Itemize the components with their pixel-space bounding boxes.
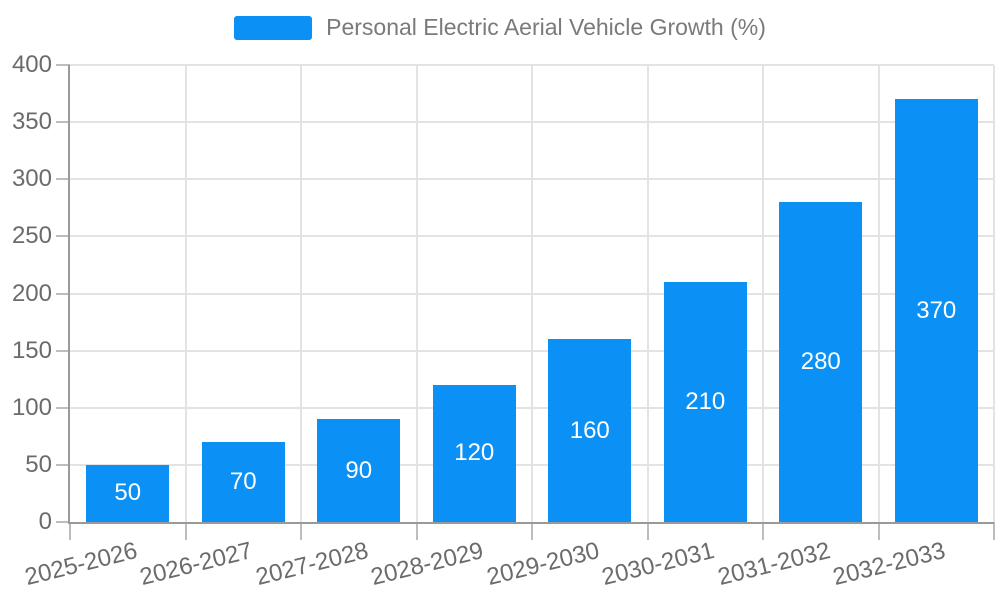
y-axis-tick (56, 406, 70, 409)
bar-value-label: 280 (800, 348, 841, 376)
x-axis-tick (184, 522, 187, 540)
y-axis-label: 150 (11, 336, 52, 364)
y-axis-label: 200 (11, 279, 52, 307)
legend-label: Personal Electric Aerial Vehicle Growth … (326, 14, 766, 40)
bar-2027-2028[interactable]: 90 (317, 419, 401, 522)
y-axis-label: 400 (11, 51, 52, 78)
grid-line-vertical (184, 65, 187, 522)
grid-line-vertical (531, 65, 533, 522)
y-axis-tick (56, 235, 70, 238)
x-axis-tick (415, 522, 418, 540)
y-axis-label: 100 (11, 393, 52, 421)
bar-value-label: 50 (114, 479, 142, 507)
x-axis-tick (762, 522, 764, 540)
x-axis-label: 2031-2032 (715, 537, 834, 591)
bar-value-label: 70 (229, 468, 257, 495)
y-axis-tick (56, 64, 70, 66)
bar-2025-2026[interactable]: 50 (86, 464, 170, 522)
bar-2028-2029[interactable]: 120 (432, 384, 516, 522)
x-axis-label: 2027-2028 (253, 537, 372, 591)
bar-2031-2032[interactable]: 280 (779, 202, 863, 522)
x-axis-label: 2032-2033 (830, 537, 949, 591)
legend-swatch-icon (234, 15, 313, 40)
x-axis-label: 2028-2029 (368, 537, 487, 591)
bar-value-label: 160 (569, 416, 610, 444)
x-axis-tick (993, 522, 995, 540)
x-axis-line (68, 522, 994, 524)
x-axis-label: 2026-2027 (137, 537, 256, 591)
bar-value-label: 370 (916, 296, 957, 324)
y-axis-tick (56, 121, 70, 124)
y-axis-line (68, 65, 70, 524)
grid-line-vertical (415, 65, 418, 522)
y-axis-label: 250 (11, 222, 52, 250)
bar-2026-2027[interactable]: 70 (201, 442, 285, 522)
y-axis-tick (56, 178, 70, 181)
y-axis-tick (56, 463, 70, 466)
bar-2032-2033[interactable]: 370 (894, 99, 978, 522)
y-axis-tick (56, 521, 70, 523)
y-axis-label: 50 (25, 450, 52, 478)
x-axis-tick (69, 522, 71, 540)
x-axis-tick (646, 522, 649, 540)
y-axis-tick (56, 349, 70, 352)
x-axis-label: 2025-2026 (22, 537, 141, 591)
y-axis-label: 300 (11, 165, 52, 193)
grid-line-vertical (300, 65, 302, 522)
x-axis-tick (300, 522, 302, 540)
x-axis-label: 2029-2030 (484, 537, 603, 591)
grid-line-vertical (993, 65, 995, 522)
x-axis-tick (877, 522, 880, 540)
x-axis-label: 2030-2031 (599, 537, 718, 591)
grid-line-vertical (877, 65, 880, 522)
grid-line-vertical (762, 65, 764, 522)
bar-value-label: 120 (454, 439, 495, 467)
chart-legend[interactable]: Personal Electric Aerial Vehicle Growth … (0, 14, 1000, 41)
y-axis-tick (56, 292, 70, 295)
y-axis-label: 0 (38, 508, 52, 535)
bar-2030-2031[interactable]: 210 (663, 282, 747, 522)
bar-2029-2030[interactable]: 160 (548, 339, 632, 522)
x-axis-tick (531, 522, 533, 540)
bar-value-label: 210 (685, 388, 726, 416)
grid-line-vertical (646, 65, 649, 522)
bar-value-label: 90 (345, 456, 373, 484)
y-axis-label: 350 (11, 108, 52, 136)
